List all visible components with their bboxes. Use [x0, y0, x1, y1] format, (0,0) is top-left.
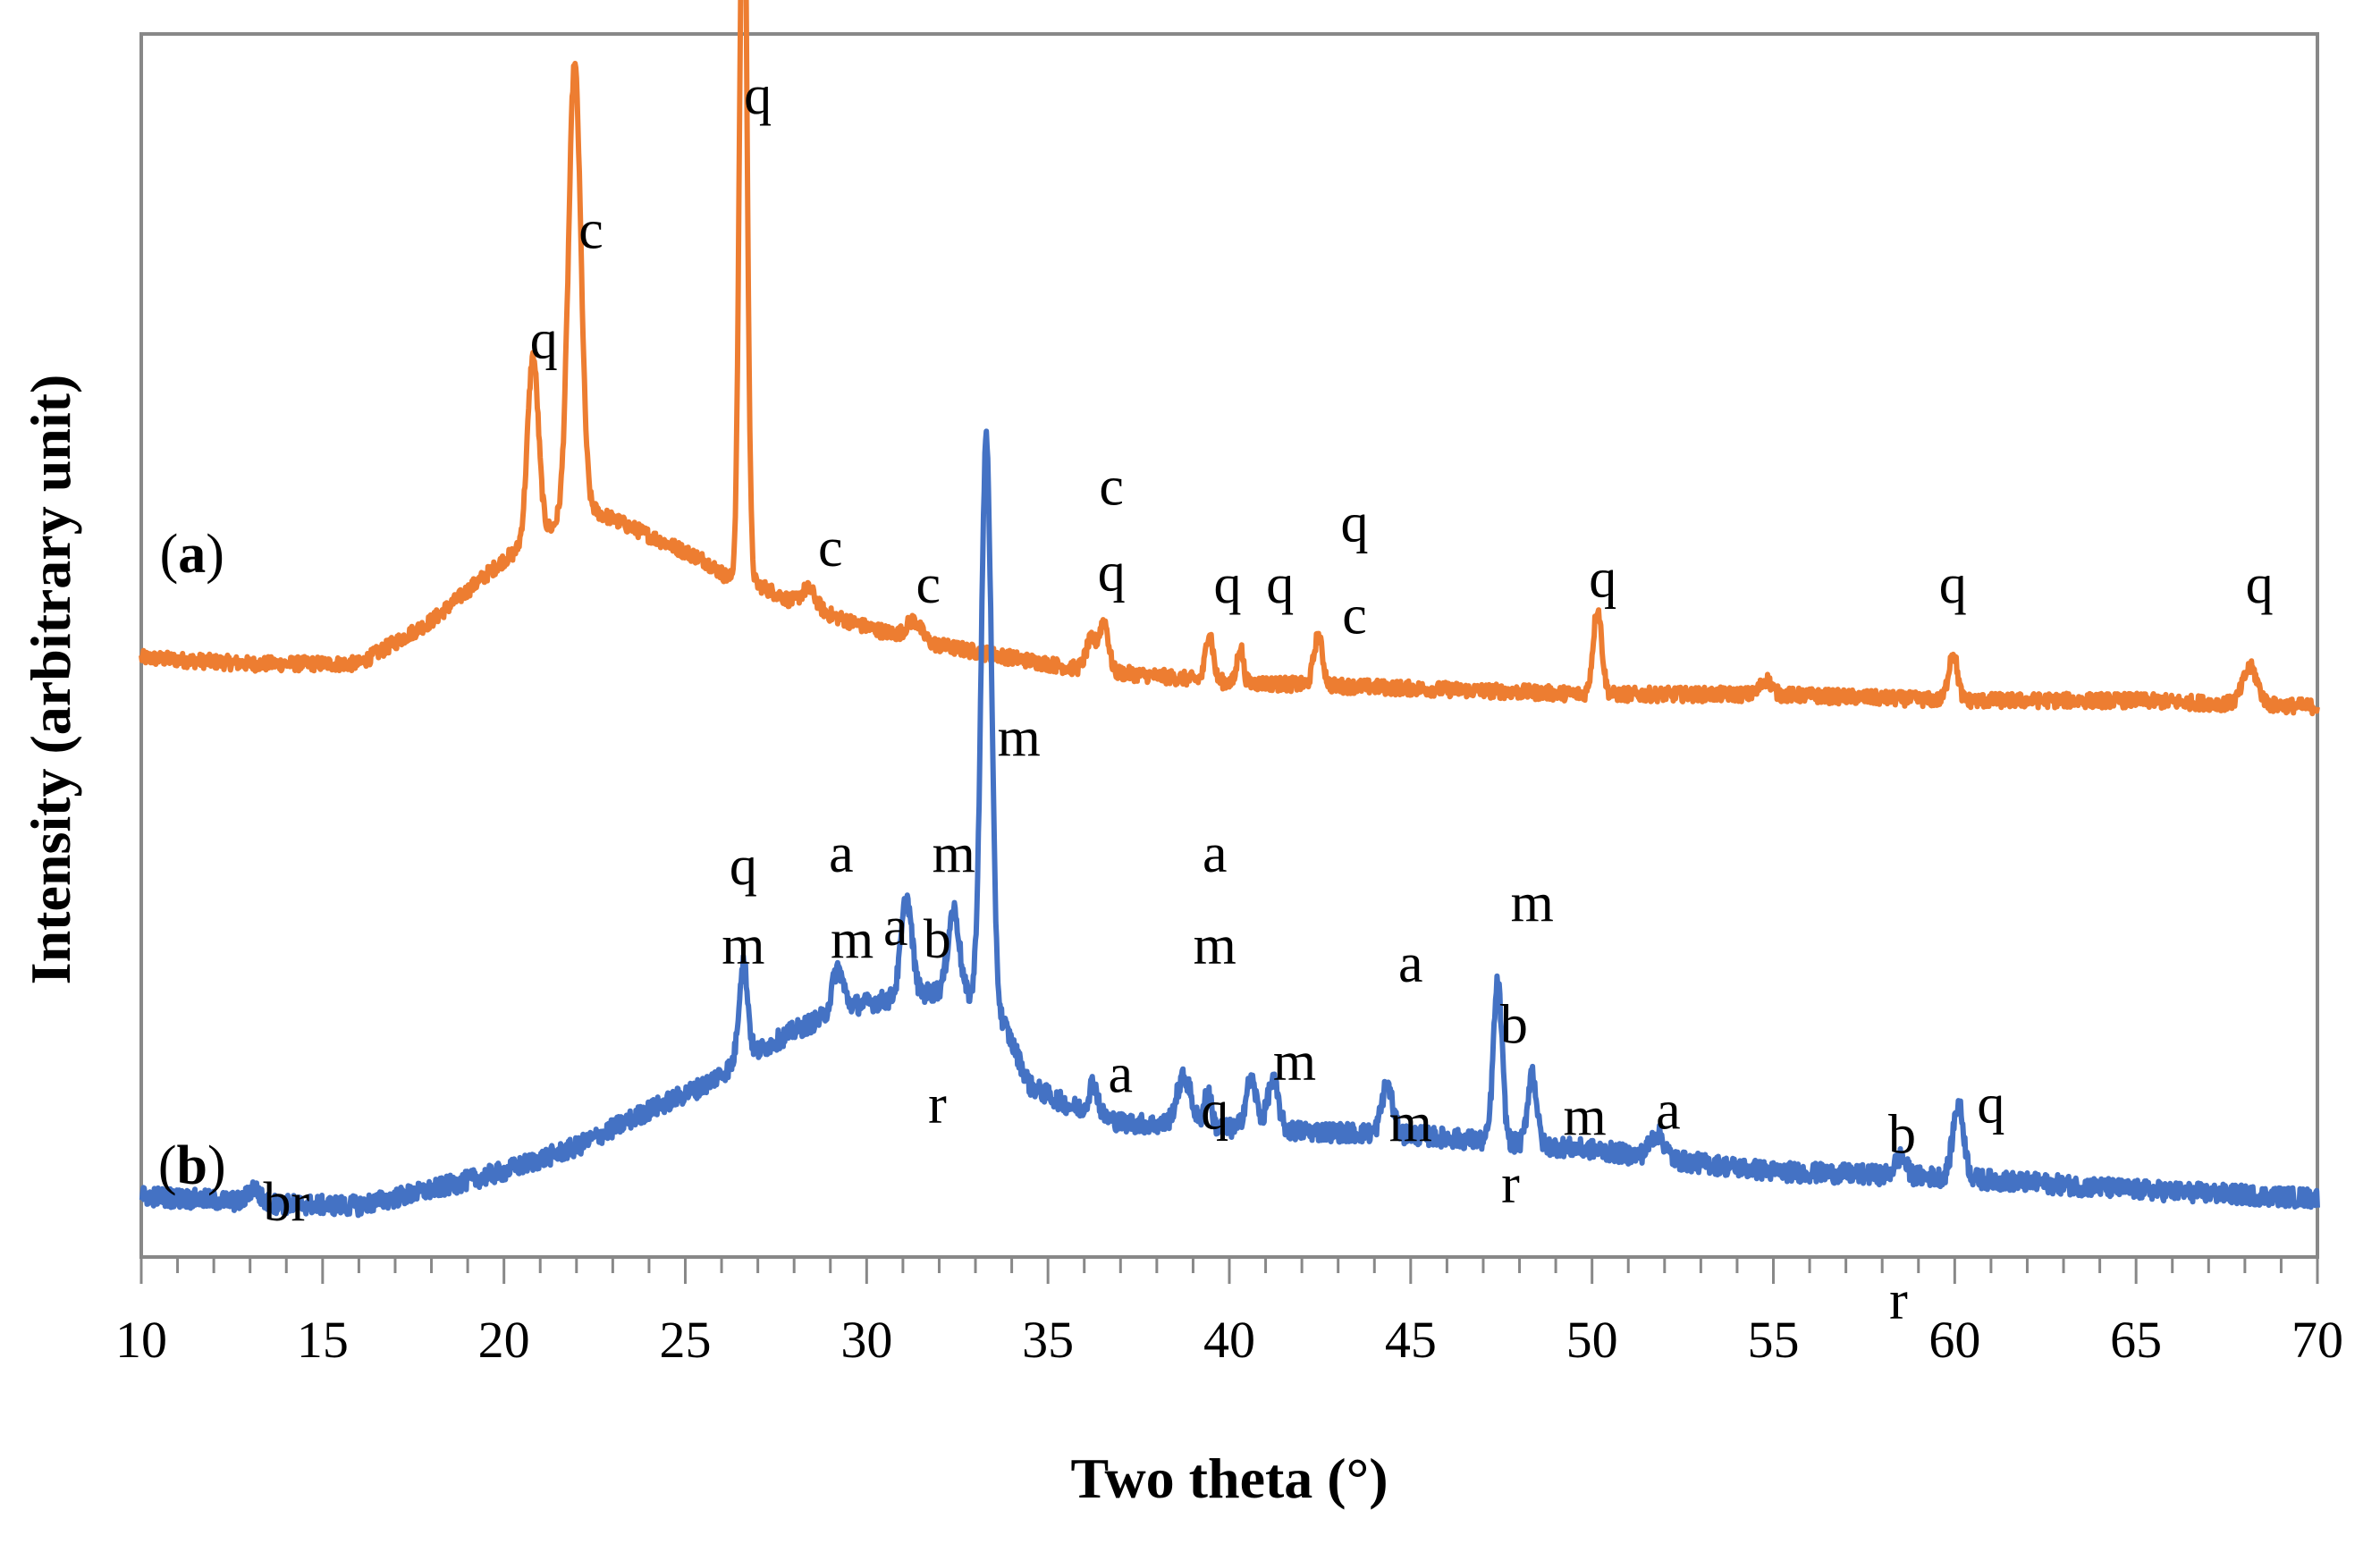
- series-line-a: [139, 0, 2320, 717]
- peak-label: q: [1201, 1080, 1228, 1141]
- peak-label: q: [744, 65, 772, 126]
- peak-label: c: [1342, 585, 1367, 645]
- x-tick-label: 15: [297, 1311, 349, 1369]
- peak-label: c: [818, 518, 843, 578]
- peak-label: m: [1563, 1086, 1606, 1147]
- x-tick-label: 30: [840, 1311, 892, 1369]
- x-tick-label: 50: [1566, 1311, 1618, 1369]
- series-layer: [139, 0, 2320, 1219]
- x-tick-label: 60: [1928, 1311, 1980, 1369]
- x-tick-label: 10: [115, 1311, 167, 1369]
- peak-label: q: [730, 836, 757, 897]
- peak-label: br: [263, 1172, 309, 1233]
- peak-label: b: [1888, 1105, 1916, 1166]
- sample-label-letter: a: [178, 524, 206, 585]
- peak-label: a: [1656, 1080, 1681, 1141]
- peak-label: q: [1214, 554, 1242, 615]
- sample-label-close: ): [206, 524, 224, 585]
- peak-label: a: [883, 897, 908, 958]
- peak-label: r: [928, 1075, 947, 1135]
- peak-label: m: [933, 823, 975, 884]
- peak-label: m: [1511, 873, 1554, 933]
- peak-label: r: [1889, 1270, 1908, 1330]
- x-axis-ticks: 10 15 20 25 30 35 40 45 50 55 60 65 70: [115, 1257, 2343, 1369]
- x-tick-label: 45: [1385, 1311, 1437, 1369]
- sample-label-open: (: [158, 1135, 177, 1196]
- sample-label-a: (a): [160, 524, 224, 585]
- peak-label: m: [1389, 1093, 1432, 1153]
- peak-label: b: [924, 909, 951, 970]
- sample-label-letter: b: [177, 1135, 207, 1196]
- peak-label: q: [530, 310, 558, 371]
- peak-label: q: [1341, 494, 1369, 554]
- y-axis-title: Intensity (arbitrary unit): [19, 375, 82, 985]
- x-tick-label: 70: [2291, 1311, 2343, 1369]
- sample-label-open: (: [160, 524, 179, 585]
- x-tick-label: 35: [1022, 1311, 1074, 1369]
- sample-label-close: ): [207, 1135, 226, 1196]
- peak-label: a: [1109, 1043, 1134, 1104]
- x-tick-label: 40: [1203, 1311, 1255, 1369]
- peak-label: m: [1273, 1032, 1316, 1093]
- peak-label: b: [1500, 995, 1528, 1056]
- x-tick-label: 65: [2110, 1311, 2162, 1369]
- peak-label: q: [1977, 1075, 2004, 1135]
- peak-label: q: [1098, 542, 1126, 603]
- sample-labels: (a)(b): [158, 524, 226, 1196]
- x-tick-label: 20: [478, 1311, 530, 1369]
- peak-label: c: [578, 199, 603, 260]
- peak-label: m: [998, 707, 1041, 768]
- peak-label: c: [1099, 457, 1124, 518]
- sample-label-b: (b): [158, 1135, 226, 1196]
- peak-label: r: [1501, 1153, 1520, 1214]
- peak-label: q: [1589, 548, 1616, 609]
- x-axis-title: Two theta (°): [1071, 1447, 1388, 1510]
- peak-label: q: [1939, 554, 1967, 615]
- peak-label: a: [1398, 933, 1423, 994]
- peak-label: a: [1203, 823, 1228, 884]
- x-tick-label: 55: [1748, 1311, 1800, 1369]
- peak-label: q: [2246, 554, 2274, 615]
- peak-label: m: [722, 915, 764, 976]
- x-tick-label: 25: [660, 1311, 712, 1369]
- peak-label: q: [1266, 554, 1294, 615]
- peak-label: c: [916, 554, 941, 615]
- series-line-b: [139, 428, 2320, 1219]
- peak-label: a: [829, 823, 854, 884]
- peak-label: m: [831, 909, 874, 970]
- peak-label: m: [1194, 915, 1236, 976]
